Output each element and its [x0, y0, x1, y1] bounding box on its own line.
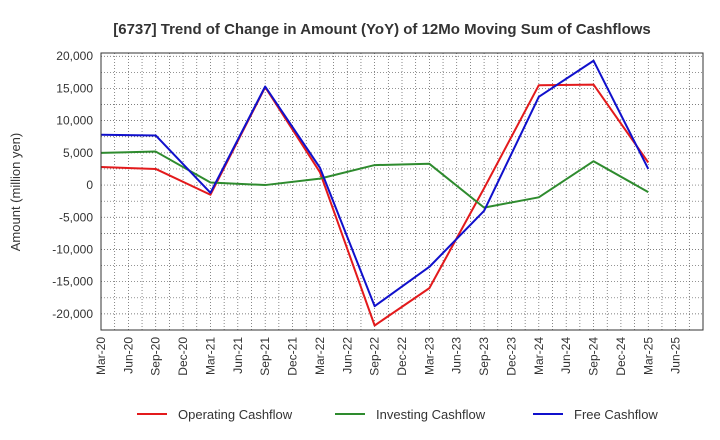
- series-lines: [100, 59, 650, 327]
- x-tick-label: Jun-23: [450, 337, 464, 374]
- x-tick-label: Mar-22: [313, 337, 327, 375]
- x-tick-label: Sep-21: [258, 337, 272, 376]
- x-tick-label: Dec-22: [395, 337, 409, 376]
- y-tick-label: 5,000: [63, 146, 93, 160]
- legend-label: Operating Cashflow: [178, 407, 293, 422]
- x-tick-label: Jun-20: [121, 337, 135, 374]
- x-tick-label: Dec-21: [286, 337, 300, 376]
- x-tick-label: Mar-21: [203, 337, 217, 375]
- x-tick-label: Sep-24: [587, 337, 601, 376]
- x-tick-label: Mar-20: [94, 337, 108, 375]
- x-axis-ticks: Mar-20 Jun-20 Sep-20 Dec-20 Mar-21 Jun-21 Sep-…: [94, 337, 683, 376]
- y-tick-label: 10,000: [56, 114, 93, 128]
- plot-frame: [100, 52, 704, 331]
- y-axis-ticks: 20,000 15,000 10,000 5,000 0 -5,000 -10,000 -15…: [52, 49, 93, 321]
- x-tick-label: Sep-22: [368, 337, 382, 376]
- legend: Operating Cashflow Investing Cashflow Free…: [137, 407, 658, 422]
- x-tick-label: Jun-22: [340, 337, 354, 374]
- legend-label: Free Cashflow: [574, 407, 658, 422]
- x-tick-label: Dec-20: [176, 337, 190, 376]
- x-tick-label: Dec-23: [504, 337, 518, 376]
- x-tick-label: Mar-25: [641, 337, 655, 375]
- x-tick-label: Mar-24: [532, 337, 546, 375]
- x-tick-label: Sep-20: [149, 337, 163, 376]
- series-line-free-cashflow: [100, 59, 650, 308]
- y-axis-label: Amount (million yen): [8, 133, 23, 252]
- y-tick-label: -15,000: [52, 275, 93, 289]
- grid: [100, 53, 704, 331]
- y-tick-label: -10,000: [52, 242, 93, 256]
- y-tick-label: -20,000: [52, 307, 93, 321]
- y-tick-label: 0: [86, 178, 93, 192]
- x-tick-label: Jun-25: [669, 337, 683, 374]
- x-tick-label: Sep-23: [477, 337, 491, 376]
- legend-label: Investing Cashflow: [376, 407, 486, 422]
- y-tick-label: -5,000: [59, 210, 93, 224]
- y-tick-label: 15,000: [56, 81, 93, 95]
- x-tick-label: Jun-21: [231, 337, 245, 374]
- x-tick-label: Mar-23: [422, 337, 436, 375]
- chart-title: [6737] Trend of Change in Amount (YoY) o…: [113, 21, 651, 38]
- series-line-investing-cashflow: [100, 150, 649, 209]
- y-tick-label: 20,000: [56, 49, 93, 63]
- x-tick-label: Jun-24: [559, 337, 573, 374]
- x-tick-label: Dec-24: [614, 337, 628, 376]
